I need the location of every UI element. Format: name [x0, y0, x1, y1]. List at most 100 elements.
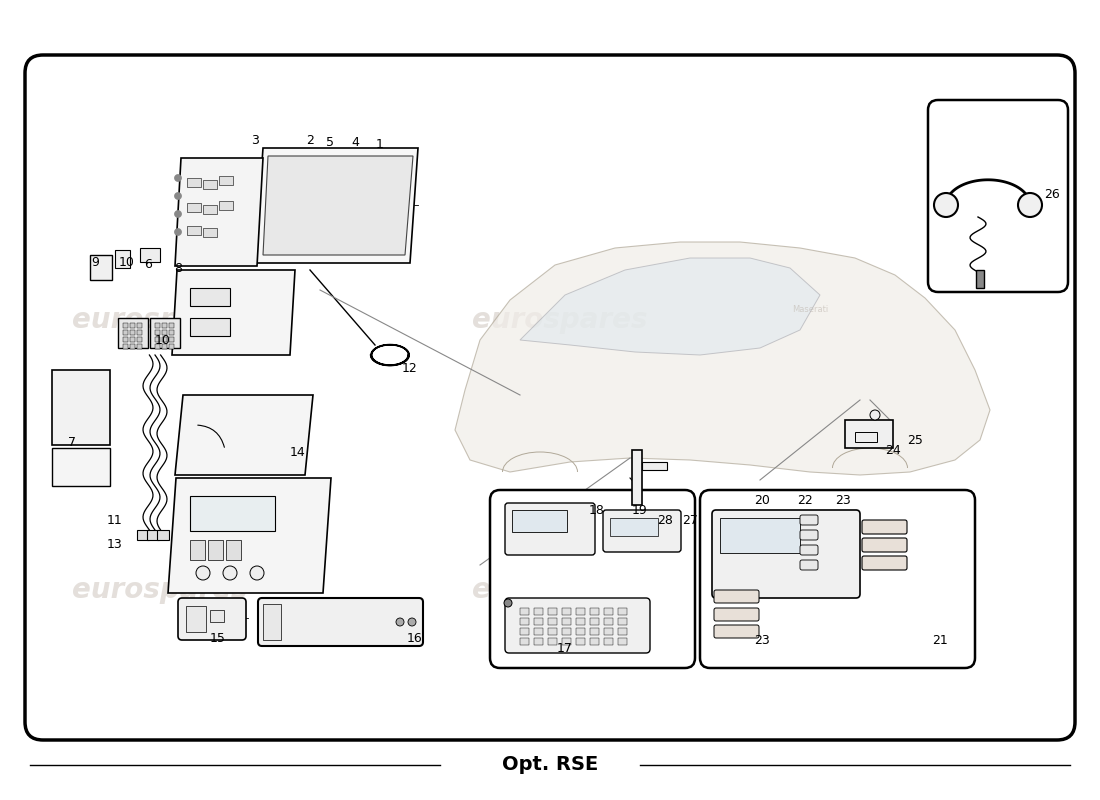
Bar [162, 323, 167, 328]
Bar [140, 248, 159, 262]
Text: 10: 10 [155, 334, 170, 346]
Bar [562, 638, 571, 645]
Bar [219, 201, 233, 210]
Text: 1: 1 [376, 138, 384, 151]
Bar [520, 618, 529, 625]
FancyBboxPatch shape [603, 510, 681, 552]
Polygon shape [168, 478, 331, 593]
Bar [604, 608, 613, 615]
Text: 6: 6 [144, 258, 152, 271]
Text: 13: 13 [107, 538, 123, 551]
Bar [130, 330, 135, 335]
Bar [157, 530, 169, 540]
FancyBboxPatch shape [505, 598, 650, 653]
Text: 4: 4 [351, 137, 359, 150]
Bar [548, 628, 557, 635]
Bar [604, 628, 613, 635]
Text: 10: 10 [119, 255, 135, 269]
Bar [512, 510, 566, 532]
Bar [187, 203, 201, 212]
FancyBboxPatch shape [505, 503, 595, 555]
Bar [187, 226, 201, 235]
Circle shape [223, 566, 236, 580]
Bar [169, 330, 174, 335]
FancyBboxPatch shape [25, 55, 1075, 740]
Text: 20: 20 [755, 494, 770, 506]
FancyBboxPatch shape [862, 538, 907, 552]
Bar [576, 618, 585, 625]
Bar [138, 337, 142, 342]
Bar [204, 180, 217, 189]
Bar [618, 628, 627, 635]
Circle shape [504, 599, 512, 607]
Bar [190, 540, 205, 560]
Bar [590, 628, 600, 635]
Text: 11: 11 [107, 514, 123, 526]
Bar [976, 270, 984, 288]
Bar [604, 618, 613, 625]
Bar [845, 420, 893, 448]
Bar [576, 638, 585, 645]
FancyBboxPatch shape [700, 490, 975, 668]
Text: 17: 17 [557, 642, 573, 654]
Bar [169, 337, 174, 342]
Bar [204, 205, 217, 214]
FancyBboxPatch shape [178, 598, 246, 640]
Bar [720, 518, 800, 553]
Bar [138, 530, 148, 540]
Polygon shape [175, 395, 314, 475]
Polygon shape [263, 156, 412, 255]
FancyBboxPatch shape [862, 520, 907, 534]
Text: 8: 8 [174, 262, 182, 274]
Text: 22: 22 [798, 494, 813, 506]
Bar [138, 323, 142, 328]
FancyBboxPatch shape [800, 515, 818, 525]
Text: Maserati: Maserati [792, 306, 828, 314]
Bar [155, 344, 160, 349]
Bar [548, 608, 557, 615]
FancyBboxPatch shape [490, 490, 695, 668]
Text: 24: 24 [886, 443, 901, 457]
Bar [162, 344, 167, 349]
Bar [147, 530, 160, 540]
FancyBboxPatch shape [714, 590, 759, 603]
Bar [520, 628, 529, 635]
FancyBboxPatch shape [862, 556, 907, 570]
Bar [123, 337, 128, 342]
Bar [130, 337, 135, 342]
Bar [162, 330, 167, 335]
Bar [642, 462, 667, 470]
Circle shape [870, 410, 880, 420]
Text: 12: 12 [403, 362, 418, 374]
Polygon shape [255, 148, 418, 263]
Bar [855, 432, 877, 442]
Bar [618, 638, 627, 645]
Bar [190, 318, 230, 336]
Bar [210, 610, 224, 622]
Bar [138, 344, 142, 349]
Polygon shape [455, 242, 990, 475]
Bar [604, 638, 613, 645]
Bar [534, 628, 543, 635]
Polygon shape [175, 158, 263, 266]
Polygon shape [520, 258, 820, 355]
Bar [186, 606, 206, 632]
Bar [534, 618, 543, 625]
Bar [534, 638, 543, 645]
Text: 18: 18 [590, 503, 605, 517]
Bar [123, 344, 128, 349]
Text: eurospares: eurospares [73, 306, 248, 334]
Bar [520, 638, 529, 645]
Text: 21: 21 [932, 634, 948, 646]
Bar [190, 496, 275, 531]
Bar [116, 250, 130, 268]
FancyBboxPatch shape [928, 100, 1068, 292]
Bar [155, 323, 160, 328]
Bar [548, 618, 557, 625]
Text: 27: 27 [682, 514, 697, 526]
Circle shape [396, 618, 404, 626]
FancyBboxPatch shape [714, 608, 759, 621]
Bar [169, 323, 174, 328]
Text: 19: 19 [632, 503, 648, 517]
Circle shape [250, 566, 264, 580]
